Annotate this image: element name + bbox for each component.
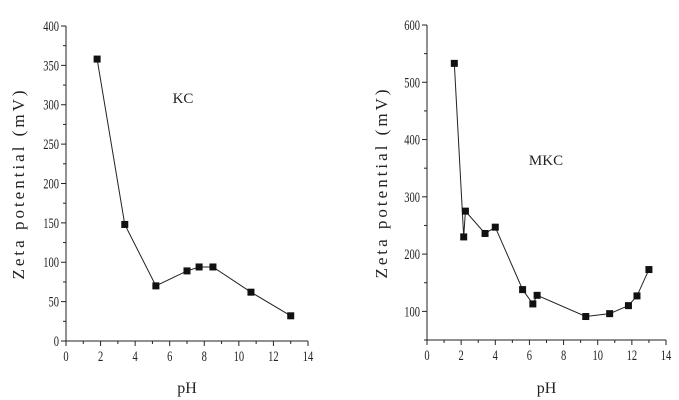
x-tick-label: 4: [133, 347, 139, 364]
x-tick-label: 0: [63, 347, 68, 364]
x-tick-label: 2: [98, 347, 103, 364]
y-tick-label: 200: [404, 245, 420, 262]
series-line: [453, 63, 650, 318]
data-point: [606, 310, 614, 318]
chart-kc: 0 2 4 6 8 10 12 14 0 50 100 150 200 250 300 350 400 pH Zet…: [9, 17, 314, 397]
data-point: [519, 286, 527, 294]
data-point: [121, 220, 129, 228]
x-tick-label: 8: [202, 347, 207, 364]
chart-annotation: MKC: [529, 153, 563, 169]
x-tick-label: 6: [527, 346, 533, 363]
chart-mkc: 0 2 4 6 8 10 12 14 100 200 300 400 500 600 pH Zeta pote…: [372, 16, 672, 397]
y-tick-label: 250: [43, 135, 59, 152]
y-tick-label: 50: [49, 293, 59, 310]
x-axis-label: pH: [177, 380, 197, 397]
y-tick-label: 100: [404, 302, 420, 319]
x-tick-label: 0: [424, 346, 429, 363]
data-point: [183, 267, 191, 275]
x-axis-label: pH: [537, 380, 557, 397]
x-tick-label: 8: [561, 346, 566, 363]
y-tick-label: 100: [43, 253, 59, 270]
y-tick-label: 300: [404, 188, 420, 205]
y-tick-label: 200: [43, 175, 59, 192]
y-tick-label: 300: [43, 96, 59, 113]
data-point: [93, 55, 101, 63]
data-point: [247, 288, 255, 296]
y-axis-label: Zeta potential (mV): [372, 86, 391, 278]
y-tick-label: 350: [43, 56, 59, 73]
data-point: [633, 292, 641, 300]
x-tick-label: 10: [592, 346, 602, 363]
chart-annotation: KC: [173, 91, 194, 107]
x-tick-label: 14: [661, 346, 672, 363]
y-tick-label: 150: [43, 214, 59, 231]
data-point: [533, 291, 541, 299]
y-tick-label: 400: [404, 131, 420, 148]
x-tick-label: 12: [268, 347, 278, 364]
x-tick-label: 6: [167, 347, 173, 364]
data-point: [645, 266, 653, 274]
data-point: [491, 223, 499, 231]
x-tick-label: 14: [303, 347, 314, 364]
y-axis-label: Zeta potential (mV): [9, 87, 28, 279]
x-tick-label: 10: [234, 347, 244, 364]
data-point: [287, 312, 295, 320]
y-tick-label: 500: [404, 73, 420, 90]
data-point: [209, 263, 217, 271]
x-tick-label: 4: [493, 346, 499, 363]
data-point: [582, 313, 590, 321]
x-tick-label: 2: [459, 346, 464, 363]
y-tick-label: 0: [54, 332, 59, 349]
data-point: [460, 233, 468, 241]
y-tick-label: 600: [404, 16, 420, 33]
data-point: [529, 300, 537, 308]
data-point: [195, 263, 203, 271]
x-tick-label: 12: [627, 346, 637, 363]
data-point: [624, 302, 632, 310]
data-point: [152, 282, 160, 290]
data-point: [450, 59, 458, 67]
y-tick-label: 400: [43, 17, 59, 34]
data-point: [461, 207, 469, 215]
series-line: [96, 58, 291, 317]
data-point: [481, 229, 489, 237]
